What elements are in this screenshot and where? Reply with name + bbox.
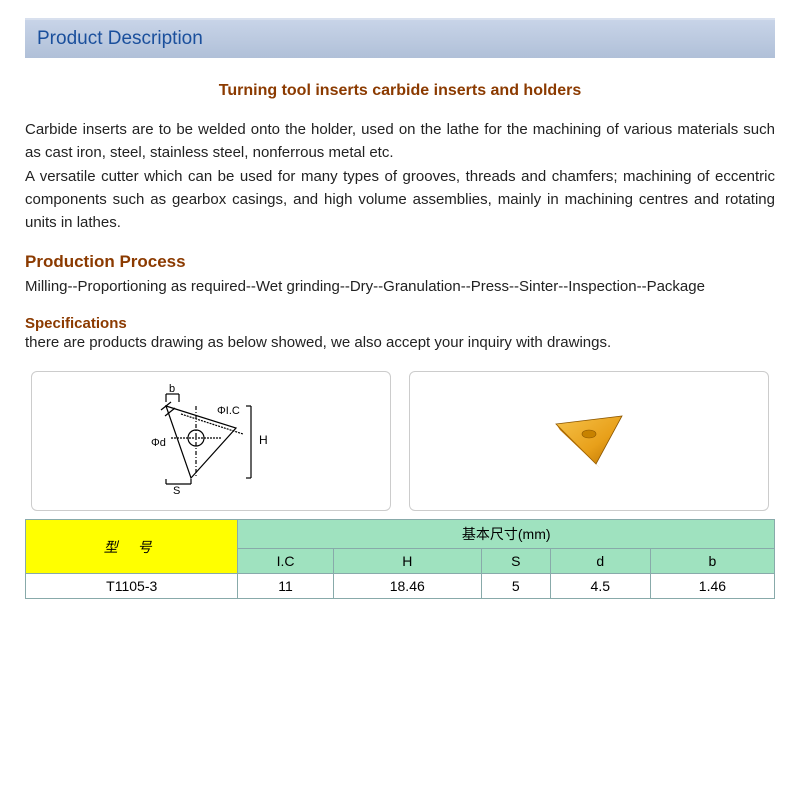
label-d: Φd [151,437,166,449]
intro-paragraph: Carbide inserts are to be welded onto th… [25,118,775,234]
technical-drawing: b ΦI.C Φd S H [121,386,301,496]
production-process-text: Milling--Proportioning as required--Wet … [25,278,775,295]
th-dimensions-group: 基本尺寸(mm) [238,520,775,549]
th-h: H [333,549,481,574]
spec-table: 型 号 基本尺寸(mm) I.C H S d b T1105-3 11 18.4… [25,519,775,599]
label-s: S [173,485,180,497]
th-b: b [650,549,774,574]
label-ic: ΦI.C [217,405,240,417]
product-photo-box [409,371,769,511]
specifications-heading: Specifications [25,315,775,332]
label-h: H [259,433,268,447]
th-model: 型 号 [26,520,238,574]
main-title: Turning tool inserts carbide inserts and… [25,82,775,100]
cell-d: 4.5 [550,574,650,599]
th-d: d [550,549,650,574]
section-title: Product Description [37,28,763,50]
table-row: T1105-3 11 18.46 5 4.5 1.46 [26,574,775,599]
specifications-text: there are products drawing as below show… [25,334,775,351]
cell-h: 18.46 [333,574,481,599]
cell-b: 1.46 [650,574,774,599]
technical-drawing-box: b ΦI.C Φd S H [31,371,391,511]
cell-s: 5 [481,574,550,599]
th-ic: I.C [238,549,333,574]
drawings-row: b ΦI.C Φd S H [25,371,775,511]
cell-ic: 11 [238,574,333,599]
production-process-heading: Production Process [25,252,775,272]
cell-model: T1105-3 [26,574,238,599]
product-insert-icon [544,406,634,476]
th-s: S [481,549,550,574]
label-b: b [169,383,175,395]
section-header-bar: Product Description [25,18,775,58]
